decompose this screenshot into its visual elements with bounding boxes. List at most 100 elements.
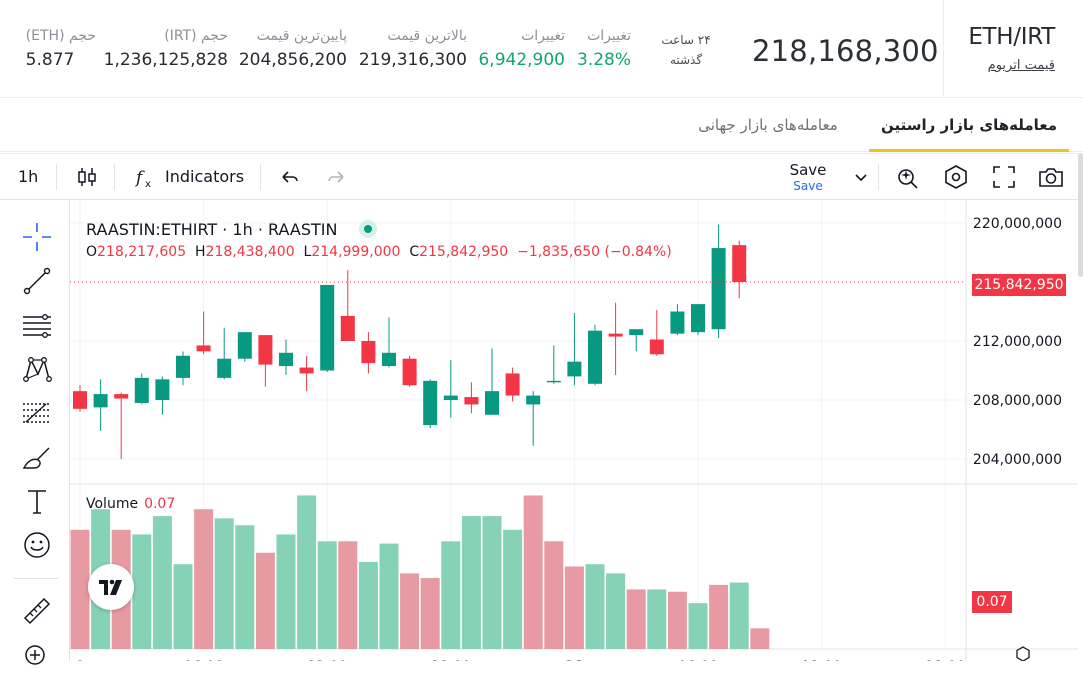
toolbar-divider — [114, 164, 115, 190]
time-axis-label: 0 — [75, 659, 85, 661]
low-label: L — [303, 244, 312, 260]
axis-settings-icon[interactable] — [1016, 646, 1030, 661]
stat-change-percent: تغییرات 3.28% — [577, 28, 631, 70]
settings-icon[interactable] — [942, 163, 970, 191]
save-sublabel: Save — [793, 179, 823, 193]
candle-body — [176, 355, 190, 378]
brush-icon[interactable] — [20, 440, 54, 474]
high-label: H — [195, 244, 206, 260]
camera-icon[interactable] — [1036, 163, 1066, 191]
candle-body — [711, 248, 726, 330]
plot-area[interactable]: 220,000,000 212,000,000 208,000,000 204,000… — [70, 200, 1078, 661]
volume-bar — [400, 573, 420, 649]
stat-label: پایین‌ترین قیمت — [256, 28, 347, 44]
period-label-line2: گذشته — [669, 53, 703, 67]
candle-body — [732, 245, 747, 282]
tradingview-logo[interactable] — [88, 564, 134, 610]
candle-body — [649, 339, 664, 355]
candle-body — [546, 380, 561, 383]
crosshair-icon[interactable] — [20, 220, 54, 254]
candle-body — [93, 394, 108, 408]
candle-body — [629, 329, 644, 336]
time-axis-label: 21 — [565, 659, 584, 661]
save-button[interactable]: Save Save — [785, 161, 831, 193]
volume-bar — [688, 603, 708, 649]
candlestick-chart[interactable]: 220,000,000 212,000,000 208,000,000 204,000… — [70, 200, 1078, 661]
volume-bar — [564, 566, 584, 649]
ruler-icon[interactable] — [20, 594, 54, 628]
candle-body — [382, 352, 396, 367]
time-axis-label: 12:00 — [307, 659, 347, 661]
ohlc-legend: O218,217,605 H218,438,400 L214,999,000 C… — [86, 244, 672, 260]
volume-bar — [606, 573, 626, 649]
emoji-icon[interactable] — [20, 528, 54, 562]
time-axis-label: 18:00 — [925, 659, 965, 661]
volume-bar — [338, 541, 358, 649]
price-axis-label: 212,000,000 — [973, 334, 1062, 350]
symbol-legend[interactable]: RAASTIN:ETHIRT · 1h · RAASTIN — [86, 220, 377, 239]
time-axis-label: 06:00 — [678, 659, 718, 661]
zoom-in-icon[interactable] — [20, 640, 54, 674]
chevron-down-icon[interactable] — [852, 163, 870, 191]
volume-value: 0.07 — [144, 496, 176, 512]
volume-bar — [255, 552, 275, 649]
volume-bar — [379, 543, 399, 649]
tab-raastin-market[interactable]: معامله‌های بازار راستین — [869, 100, 1069, 152]
candle-body — [402, 358, 417, 386]
pattern-icon[interactable] — [20, 352, 54, 386]
toolbar-divider — [260, 164, 261, 190]
candle-body — [279, 352, 293, 367]
volume-legend[interactable]: Volume 0.07 — [86, 496, 175, 512]
fib-icon[interactable] — [20, 396, 54, 430]
price-axis-label: 208,000,000 — [973, 393, 1062, 409]
volume-bar — [214, 518, 234, 649]
interval-button[interactable]: 1h — [18, 167, 39, 186]
price-axis-label: 220,000,000 — [973, 216, 1062, 232]
horizontal-lines-icon[interactable] — [20, 308, 54, 342]
volume-bar — [235, 525, 255, 649]
volume-bar — [667, 591, 687, 649]
volume-bar — [647, 589, 667, 649]
volume-bar — [750, 628, 770, 649]
volume-bar — [358, 561, 378, 649]
time-axis-label: 18:00 — [431, 659, 471, 661]
pair-name[interactable]: ETH/IRT — [968, 24, 1055, 50]
price-axis-label: 204,000,000 — [973, 452, 1062, 468]
stat-volume-eth: حجم (ETH) 5.877 — [26, 28, 96, 70]
candle-body — [217, 358, 232, 378]
volume-bar — [585, 564, 605, 649]
toolbar-divider — [878, 164, 879, 190]
redo-icon[interactable] — [326, 163, 348, 191]
volume-bar — [441, 541, 461, 649]
candle-body — [155, 379, 170, 400]
stat-label: بالاترین قیمت — [387, 28, 467, 44]
volume-bar — [544, 541, 564, 649]
candle-body — [73, 391, 87, 409]
open-label: O — [86, 244, 98, 260]
volume-bar — [461, 516, 481, 649]
tool-divider — [14, 578, 58, 579]
candles-icon[interactable] — [76, 163, 98, 191]
candle-body — [320, 284, 335, 371]
page-scrollbar[interactable] — [1078, 153, 1083, 277]
candle-body — [588, 330, 602, 384]
trend-line-icon[interactable] — [20, 264, 54, 298]
candle-body — [258, 335, 273, 365]
candle-body — [526, 395, 541, 405]
period-label: ۲۴ ساعت گذشته — [656, 30, 716, 70]
fullscreen-icon[interactable] — [990, 163, 1018, 191]
market-stats-bar: ETH/IRT قیمت اتریوم 218,168,300 ۲۴ ساعت … — [0, 0, 1083, 98]
stat-value: 219,316,300 — [358, 50, 467, 70]
time-axis-label: 06:00 — [183, 659, 223, 661]
quick-search-icon[interactable] — [894, 163, 922, 191]
tab-global-market[interactable]: معامله‌های بازار جهانی — [698, 116, 838, 134]
stat-high: بالاترین قیمت 219,316,300 — [359, 28, 467, 70]
pair-subtitle-link[interactable]: قیمت اتریوم — [987, 58, 1055, 73]
indicators-button[interactable]: Indicators — [165, 167, 245, 186]
undo-icon[interactable] — [278, 163, 300, 191]
text-icon[interactable] — [20, 484, 54, 518]
volume-bar — [194, 509, 214, 649]
volume-bar — [503, 529, 523, 649]
